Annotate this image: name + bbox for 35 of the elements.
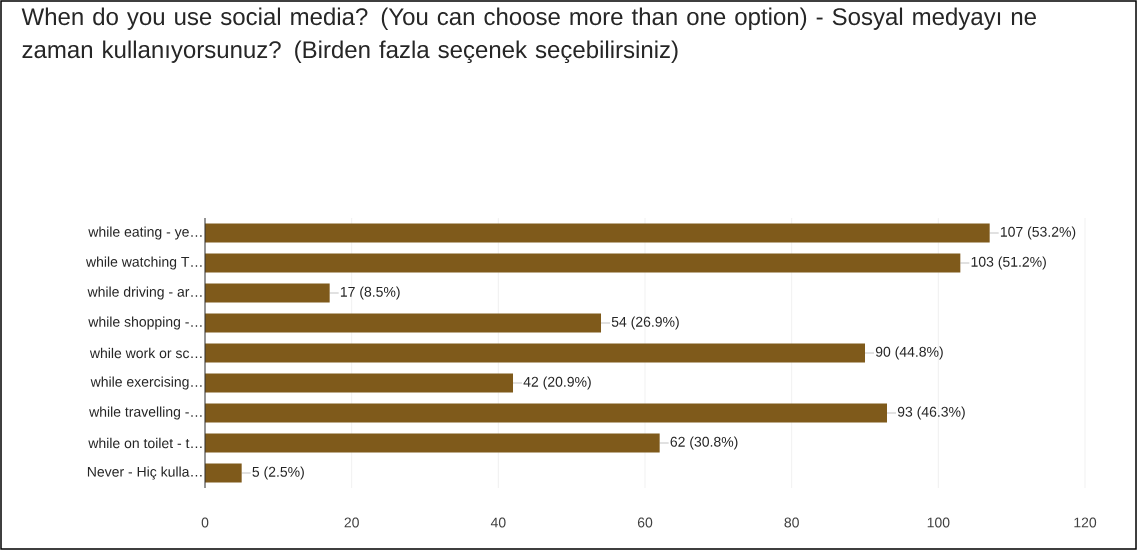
data-label: 54 (26.9%) <box>611 316 679 330</box>
x-tick-label: 120 <box>1074 517 1097 528</box>
y-tick-label: while driving - ar… <box>87 286 202 300</box>
bar <box>205 253 961 273</box>
y-tick-label: while work or sc… <box>89 347 202 359</box>
y-tick-label: while on toilet - t… <box>88 437 202 449</box>
data-label: 17 (8.5%) <box>340 286 400 300</box>
x-tick-label: 100 <box>927 517 950 528</box>
y-tick-label: while eating - ye… <box>88 226 202 240</box>
bar <box>205 313 602 333</box>
data-label: 42 (20.9%) <box>523 376 591 390</box>
x-tick-label: 20 <box>344 517 359 528</box>
x-tick-label: 60 <box>637 517 653 528</box>
x-tick-label: 0 <box>201 517 209 528</box>
y-tick-label: while watching T… <box>85 256 202 270</box>
data-label: 107 (53.2%) <box>1000 226 1076 240</box>
bar <box>205 283 330 303</box>
chart-title: When do you use social media? (You can choose more than one option) - Sosyal medyayı ne zaman kullanıyorsunuz? (Birden fazla seçenek seçebilirsiniz) <box>21 7 1036 63</box>
bar <box>205 463 242 483</box>
bar <box>205 373 514 393</box>
y-tick-label: Never - Hiç kulla… <box>87 466 202 480</box>
bar <box>205 403 888 423</box>
data-label: 5 (2.5%) <box>252 466 304 480</box>
x-tick-label: 40 <box>490 517 506 528</box>
bar <box>205 433 660 453</box>
data-label: 90 (44.8%) <box>875 346 943 360</box>
data-label: 93 (46.3%) <box>897 406 965 420</box>
bar <box>205 343 866 363</box>
y-tick-label: while travelling -… <box>89 406 202 420</box>
data-label: 62 (30.8%) <box>670 436 738 450</box>
y-tick-label: while shopping -… <box>88 316 202 330</box>
x-tick-label: 80 <box>784 517 799 528</box>
bar <box>205 223 990 243</box>
y-tick-label: while exercising… <box>90 376 202 390</box>
data-label: 103 (51.2%) <box>971 256 1046 270</box>
